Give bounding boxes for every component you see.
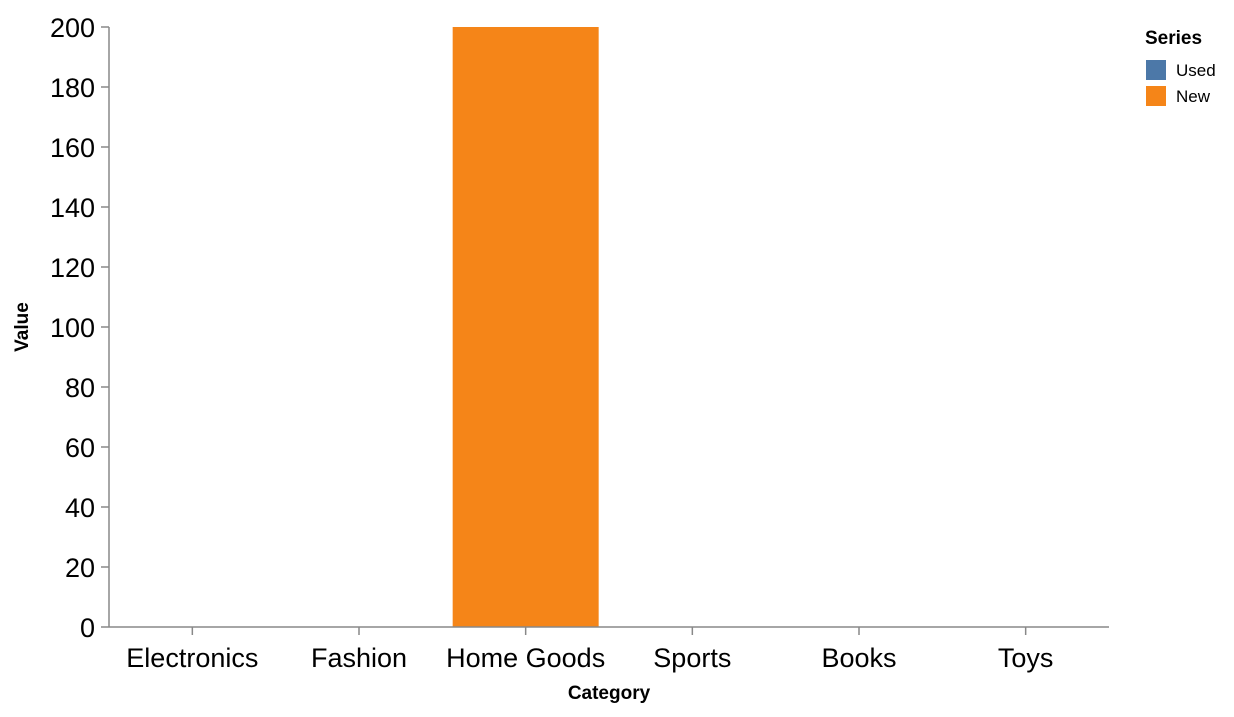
y-axis-ticks: 0 20 40 60 80 100 120 140 160 180 200	[50, 13, 109, 643]
x-tick-label: Sports	[653, 643, 731, 673]
y-tick-label: 160	[50, 133, 95, 163]
x-tick-label: Electronics	[126, 643, 258, 673]
y-tick-label: 20	[65, 553, 95, 583]
y-tick-label: 0	[80, 613, 95, 643]
y-tick-label: 60	[65, 433, 95, 463]
bar-new	[452, 27, 599, 627]
legend-label: New	[1176, 87, 1211, 106]
x-tick-label: Fashion	[311, 643, 407, 673]
x-tick-label: Books	[821, 643, 896, 673]
x-tick-label: Home Goods	[446, 643, 605, 673]
legend: Series Used New	[1145, 28, 1216, 106]
y-tick-label: 100	[50, 313, 95, 343]
x-axis-title: Category	[568, 683, 651, 704]
y-tick-label: 200	[50, 13, 95, 43]
legend-swatch	[1146, 60, 1166, 80]
x-tick-label: Toys	[998, 643, 1054, 673]
y-tick-label: 180	[50, 73, 95, 103]
legend-swatch	[1146, 86, 1166, 106]
y-tick-label: 140	[50, 193, 95, 223]
legend-items: Used New	[1146, 60, 1216, 106]
y-tick-label: 120	[50, 253, 95, 283]
axes-layer	[108, 27, 1109, 628]
y-tick-label: 40	[65, 493, 95, 523]
y-tick-label: 80	[65, 373, 95, 403]
legend-label: Used	[1176, 61, 1216, 80]
y-axis-title: Value	[12, 302, 33, 352]
legend-title: Series	[1145, 28, 1202, 49]
bars-layer	[452, 27, 599, 627]
x-axis-ticks: Electronics Fashion Home Goods Sports Books T…	[126, 627, 1053, 673]
